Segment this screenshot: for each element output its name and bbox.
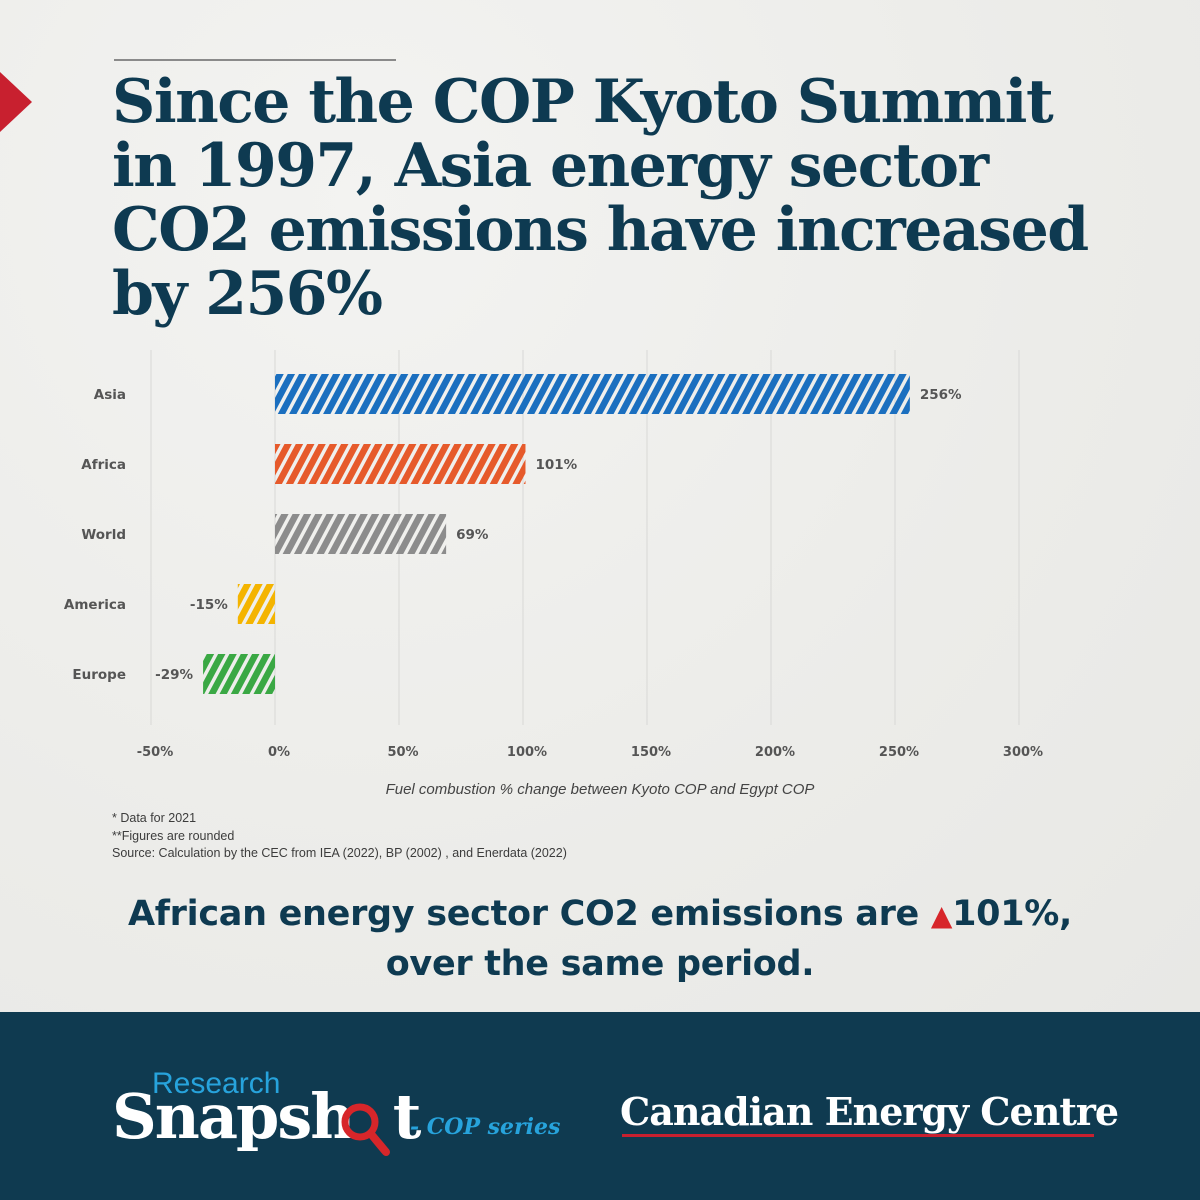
paper-background	[0, 0, 1200, 1012]
red-accent-triangle	[0, 72, 32, 132]
value-label-africa: 101%	[535, 457, 577, 473]
callout-text-after: over the same period.	[385, 944, 815, 984]
brand-research-label: Research	[152, 1067, 281, 1100]
bar-africa	[275, 444, 526, 484]
x-tick-label: 100%	[507, 745, 547, 760]
x-tick-label: 150%	[631, 745, 671, 760]
note-rounded: **Figures are rounded	[112, 828, 235, 843]
headline-top-rule	[114, 59, 396, 61]
x-tick-label: 250%	[879, 745, 919, 760]
magnifier-icon	[341, 1103, 390, 1156]
brand-snapshot-logo: Snapshot	[112, 1080, 422, 1153]
x-tick-label: 300%	[1003, 745, 1043, 760]
x-axis-label: Fuel combustion % change between Kyoto C…	[386, 781, 815, 798]
category-label-europe: Europe	[72, 667, 126, 683]
category-label-world: World	[81, 527, 126, 543]
callout-statement: African energy sector CO2 emissions are …	[0, 890, 1200, 988]
chart-notes: * Data for 2021 **Figures are rounded So…	[112, 810, 567, 863]
headline: Since the COP Kyoto Summit in 1997, Asia…	[112, 67, 1089, 329]
chart-labels: -50% 0% 50% 100% 150% 200% 250% 300% Asia 256% Afr…	[64, 387, 1043, 760]
callout-text-before: African energy sector CO2 emissions are	[127, 894, 931, 934]
value-label-world: 69%	[456, 527, 489, 543]
value-label-europe: -29%	[155, 667, 193, 683]
category-label-asia: Asia	[94, 387, 126, 403]
callout-value: 101%,	[952, 894, 1073, 934]
note-source: Source: Calculation by the CEC from IEA …	[112, 846, 567, 860]
org-name: Canadian Energy Centre	[620, 1089, 1119, 1134]
bar-asia	[275, 374, 910, 414]
x-tick-label: 0%	[268, 745, 290, 760]
bar-chart: -50% 0% 50% 100% 150% 200% 250% 300% Asia 256% Afr…	[64, 350, 1043, 798]
org-underline	[622, 1134, 1094, 1137]
up-arrow-icon: ▲	[930, 899, 953, 932]
brand-snapshot-tail: t	[392, 1080, 422, 1153]
bar-europe	[203, 654, 275, 694]
x-tick-label: 200%	[755, 745, 795, 760]
brand-series-label: - COP series	[410, 1114, 561, 1140]
category-label-america: America	[64, 597, 126, 613]
x-tick-label: -50%	[137, 745, 174, 760]
value-label-asia: 256%	[920, 387, 962, 403]
bar-america	[237, 584, 275, 624]
x-tick-label: 50%	[387, 745, 418, 760]
category-label-africa: Africa	[81, 457, 126, 473]
footer-banner	[0, 1012, 1200, 1200]
value-label-america: -15%	[190, 597, 228, 613]
brand-snapshot-text: Snapsh	[112, 1080, 355, 1153]
note-data-year: * Data for 2021	[112, 811, 197, 825]
chart-bars	[203, 374, 910, 694]
bar-world	[275, 514, 447, 554]
